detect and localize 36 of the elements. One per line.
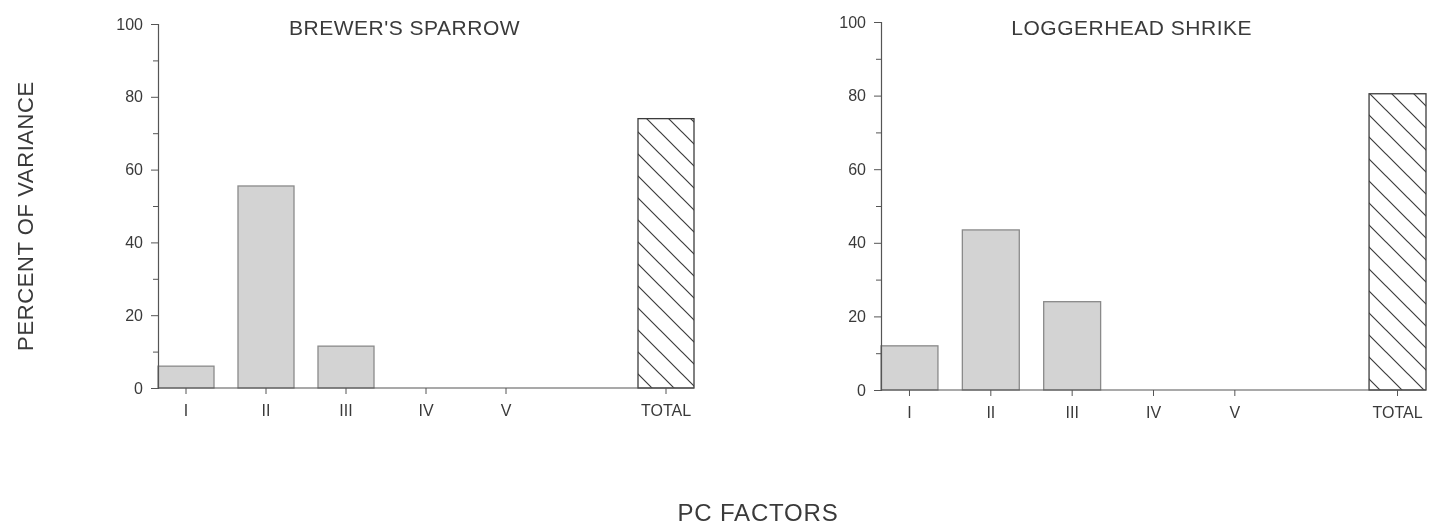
y-tick-label: 60 (848, 160, 867, 178)
bar (961, 229, 1020, 391)
x-tick-label: III (1065, 404, 1079, 422)
x-tick-label: III (339, 402, 353, 420)
x-tick-label: II (261, 402, 271, 420)
bar (317, 345, 375, 389)
x-tick-label: I (907, 404, 912, 422)
y-tick-label: 100 (839, 13, 867, 31)
y-axis-title: PERCENT OF VARIANCE (13, 81, 38, 351)
bar (157, 365, 215, 389)
y-tick-label: 20 (125, 306, 144, 324)
y-tick-label: 0 (857, 381, 867, 399)
x-tick-label: TOTAL (640, 402, 692, 420)
x-tick-label: I (183, 402, 189, 420)
chart-title: BREWER'S SPARROW (289, 16, 521, 39)
x-tick-label: TOTAL (1372, 404, 1423, 422)
bar (880, 345, 939, 391)
bar (1043, 301, 1102, 391)
bar (1368, 93, 1427, 391)
bar (637, 117, 695, 389)
y-tick-label: 80 (848, 87, 867, 105)
y-tick-label: 40 (125, 234, 144, 252)
y-tick-label: 40 (848, 234, 867, 252)
chart-title: LOGGERHEAD SHRIKE (1011, 16, 1253, 39)
x-tick-label: II (986, 404, 996, 422)
y-tick-label: 0 (134, 379, 144, 397)
y-tick-label: 20 (848, 308, 867, 326)
y-tick-label: 100 (116, 15, 144, 33)
y-tick-label: 80 (125, 88, 144, 106)
y-tick-label: 60 (125, 161, 144, 179)
x-tick-label: IV (1145, 404, 1162, 422)
x-tick-label: IV (418, 402, 434, 420)
bar (237, 185, 295, 389)
x-tick-label: V (1229, 404, 1241, 422)
x-axis-title: PC FACTORS (677, 499, 839, 526)
x-tick-label: V (500, 402, 512, 420)
